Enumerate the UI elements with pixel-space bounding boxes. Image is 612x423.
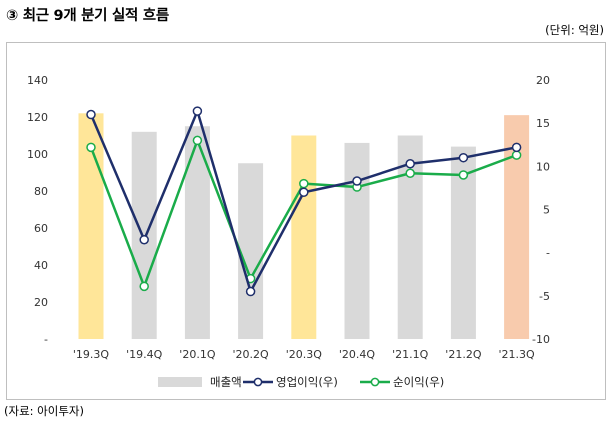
net-profit-point: [192, 135, 203, 146]
y-right-tick-label: -: [546, 247, 550, 260]
y-right-tick-label: -10: [532, 333, 550, 346]
revenue-bar: [291, 135, 317, 339]
x-tick-label: '20.1Q: [179, 348, 216, 361]
revenue-bar: [344, 142, 370, 339]
operating-profit-point: [192, 106, 203, 116]
y-left-tick-label: 140: [27, 74, 48, 87]
y-left-tick-label: 100: [27, 148, 48, 161]
unit-label: (단위: 억원): [545, 23, 604, 37]
source-note: (자료: 아이투자): [4, 404, 84, 418]
legend-operating-profit-marker: [253, 377, 263, 387]
y-right-tick-label: 10: [536, 160, 550, 173]
revenue-bar: [238, 163, 264, 339]
x-tick-label: '21.2Q: [445, 348, 482, 361]
net-profit-point: [139, 281, 149, 292]
y-right-tick-label: 15: [536, 117, 550, 130]
operating-profit-point: [458, 152, 469, 163]
operating-profit-point: [139, 234, 149, 245]
x-tick-label: '19.3Q: [73, 348, 110, 361]
x-tick-label: '20.3Q: [286, 348, 323, 361]
net-profit-point: [299, 178, 309, 189]
operating-profit-point: [511, 142, 522, 153]
chart-title: ③ 최근 9개 분기 실적 흐름: [6, 8, 169, 24]
y-right-tick-label: 20: [536, 74, 550, 87]
legend-revenue-swatch: [158, 377, 202, 387]
chart-frame: [6, 42, 606, 400]
legend-revenue-label: 매출액: [210, 375, 242, 389]
x-tick-label: '20.2Q: [233, 348, 270, 361]
operating-profit-point: [405, 158, 415, 169]
revenue-bar: [184, 126, 210, 339]
lines-group: [86, 106, 522, 297]
legend-operating-profit-label: 영업이익(우): [276, 375, 338, 389]
y-left-tick-label: 40: [34, 259, 48, 272]
y-right-tick-label: 5: [543, 204, 550, 217]
net-profit-point: [458, 170, 469, 180]
legend: 매출액 영업이익(우) 순이익(우): [158, 375, 444, 389]
x-tick-label: '19.4Q: [126, 348, 163, 361]
x-tick-label: '20.4Q: [339, 348, 376, 361]
y-left-tick-label: 120: [27, 111, 48, 124]
operating-profit-point: [86, 109, 96, 120]
operating-profit-point: [299, 187, 309, 197]
net-profit-point: [86, 142, 96, 153]
bars-group: [78, 113, 530, 340]
x-tick-label: '21.1Q: [392, 348, 429, 361]
y-left-tick-label: 60: [34, 222, 48, 235]
operating-profit-point: [245, 286, 256, 297]
y-right-tick-label: -5: [539, 290, 550, 303]
net-profit-point: [511, 150, 522, 160]
legend-net-profit-label: 순이익(우): [393, 375, 444, 389]
y-left-tick-label: 80: [34, 185, 48, 198]
legend-net-profit-marker: [370, 377, 380, 387]
y-left-tick-label: 20: [34, 296, 48, 309]
x-tick-label: '21.3Q: [499, 348, 536, 361]
y-left-tick-label: -: [44, 333, 48, 346]
operating-profit-point: [352, 176, 362, 186]
net-profit-point: [405, 168, 415, 178]
